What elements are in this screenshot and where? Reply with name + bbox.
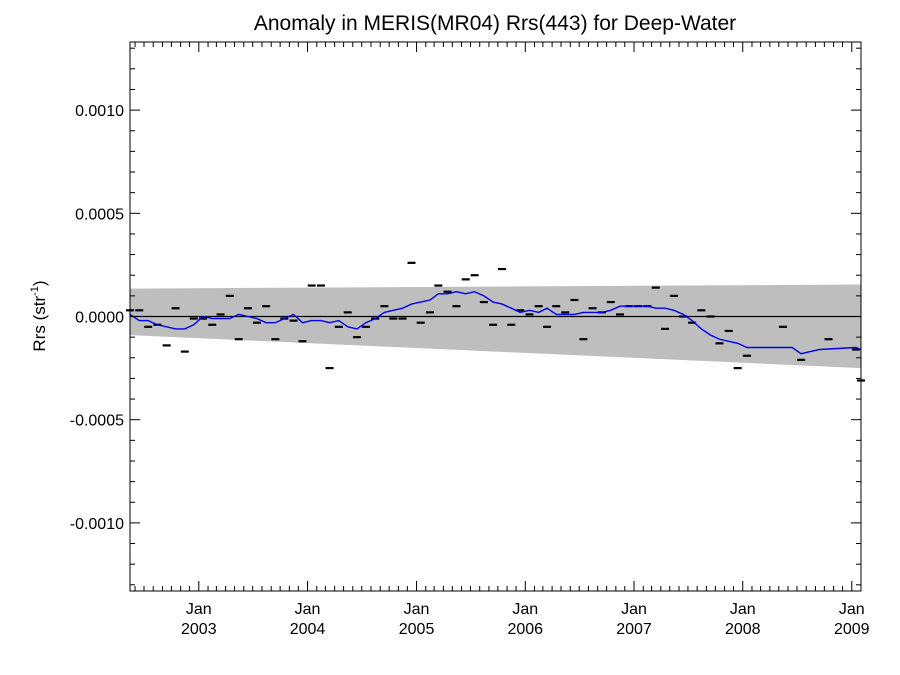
- x-tick-label-year: 2009: [834, 621, 870, 638]
- x-ticks: Jan 2003 Jan 2004 Jan 2005 Jan 2006 Jan 2007 Jan 20…: [134, 42, 870, 638]
- x-tick-label-month: Jan: [404, 601, 430, 618]
- y-tick-label: 0.0010: [75, 103, 124, 120]
- y-tick-label: -0.0005: [70, 413, 124, 430]
- x-tick-label-month: Jan: [186, 601, 212, 618]
- y-axis-label: Rrs (str-1): [29, 280, 49, 351]
- x-tick-label-month: Jan: [621, 601, 647, 618]
- uncertainty-band: [130, 284, 861, 369]
- x-tick-label-year: 2003: [181, 621, 217, 638]
- plot-area: 0.00100.00050.0000-0.0005-0.0010Jan2003J…: [70, 41, 870, 638]
- y-axis-label-main: Rrs (str: [30, 296, 49, 352]
- y-tick-label: 0.0005: [75, 206, 124, 223]
- x-tick-label-year: 2007: [616, 621, 652, 638]
- x-tick-label-month: Jan: [839, 601, 865, 618]
- svg-text:Rrs (str-1): Rrs (str-1): [29, 280, 49, 351]
- y-ticks: 0.0010 0.0005 0.0000 -0.0005 -0.0010: [70, 47, 861, 586]
- x-tick-label-month: Jan: [512, 601, 538, 618]
- x-tick-label-year: 2004: [290, 621, 326, 638]
- x-tick-label-month: Jan: [730, 601, 756, 618]
- x-tick-label-year: 2005: [399, 621, 435, 638]
- y-tick-label: -0.0010: [70, 516, 124, 533]
- y-axis-label-end: ): [30, 280, 49, 286]
- x-tick-label-year: 2006: [507, 621, 543, 638]
- x-tick-label-year: 2008: [725, 621, 761, 638]
- chart-title: Anomaly in MERIS(MR04) Rrs(443) for Deep…: [254, 12, 736, 35]
- y-tick-label: 0.0000: [75, 310, 124, 327]
- x-tick-label-month: Jan: [295, 601, 321, 618]
- y-axis-label-superscript: -1: [29, 286, 41, 296]
- series-line: [129, 290, 862, 355]
